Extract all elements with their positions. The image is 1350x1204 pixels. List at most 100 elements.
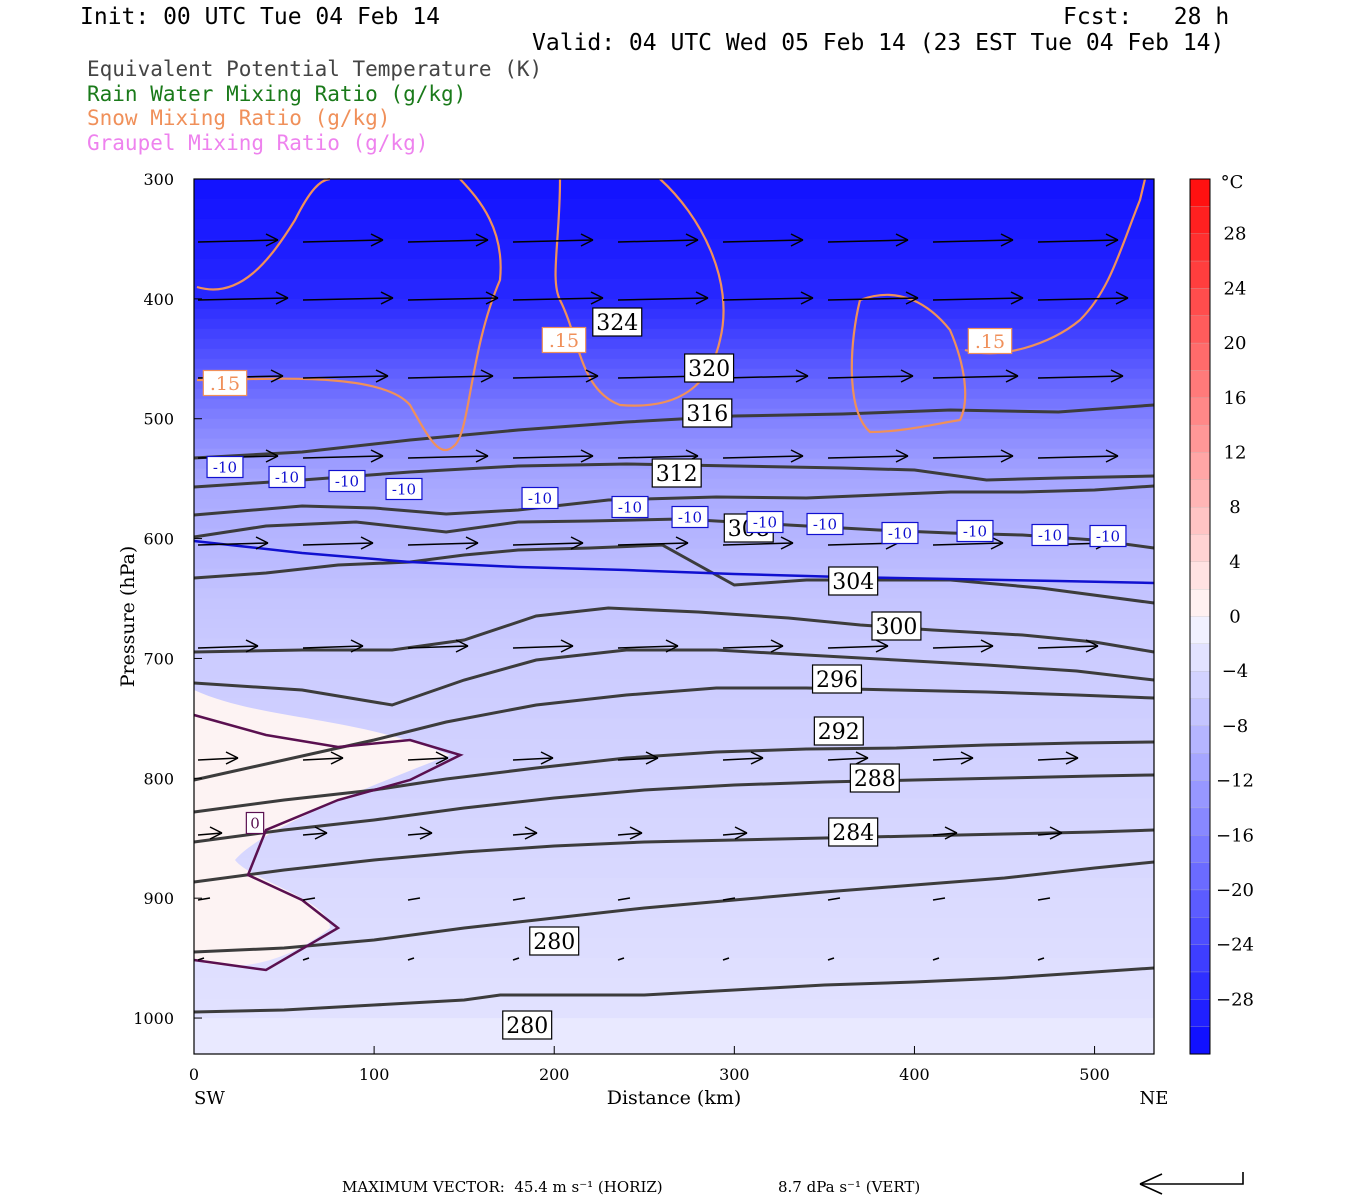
wind-vector-head <box>1085 639 1099 653</box>
wind-vector-shaft <box>512 239 594 243</box>
wind-vector-shaft <box>302 239 384 243</box>
wind-vector-shaft <box>617 455 699 459</box>
wind-vector <box>722 751 764 765</box>
wind-vector <box>722 897 736 901</box>
wind-vector-head <box>265 233 279 247</box>
x-tick-label: 300 <box>719 1065 750 1084</box>
shade-band <box>194 898 1154 919</box>
wind-vector-head <box>570 536 584 550</box>
colorbar-unit: °C <box>1221 172 1244 193</box>
wind-vector <box>512 639 574 653</box>
temp-label: -10 <box>275 468 299 486</box>
temp-label-box <box>1089 524 1127 548</box>
wind-vector-shaft <box>197 645 259 649</box>
wind-vector-head <box>475 449 489 463</box>
wind-vector-head <box>960 751 974 765</box>
shade-band <box>194 648 1154 660</box>
wind-vector <box>407 826 433 840</box>
wind-vector-shaft <box>407 542 479 546</box>
wind-vector-head <box>750 751 764 765</box>
wind-vector <box>512 826 538 840</box>
wind-vector-head <box>419 826 433 840</box>
colorbar-cell <box>1189 561 1211 590</box>
wind-vector <box>1037 639 1099 653</box>
shade-band <box>194 418 1154 430</box>
wind-vector <box>197 639 259 653</box>
wind-vector-shaft <box>932 375 1019 379</box>
shade-band <box>194 179 1154 200</box>
wind-vector-shaft <box>512 897 526 901</box>
wind-vector <box>197 826 223 840</box>
colorbar-cell <box>1189 862 1211 891</box>
snow-label: .15 <box>975 331 1005 353</box>
wind-vector <box>1037 751 1079 765</box>
wind-vector-head <box>485 291 499 305</box>
colorbar-tick-label: 20 <box>1224 333 1247 354</box>
snow-label-box <box>202 369 248 397</box>
colorbar-cell <box>1189 889 1211 918</box>
wind-vector-head <box>350 639 364 653</box>
wind-vector-head <box>270 369 284 383</box>
shade-band <box>194 678 1154 700</box>
wind-vector-head <box>255 536 269 550</box>
colorbar-cell <box>1189 370 1211 399</box>
wind-vector <box>932 639 994 653</box>
x-tick-label: 400 <box>899 1065 930 1084</box>
valid-time: Valid: 04 UTC Wed 05 Feb 14 (23 EST Tue … <box>532 30 1225 56</box>
shade-band <box>194 598 1154 610</box>
temp-label-box <box>268 465 306 489</box>
wind-vector-shaft <box>302 645 364 649</box>
wind-vector <box>722 536 794 550</box>
wind-vector-shaft <box>617 957 625 961</box>
wind-vector <box>1037 897 1051 901</box>
shade-band <box>194 358 1154 370</box>
wind-vector <box>407 639 469 653</box>
wind-vector-shaft <box>932 832 958 836</box>
plot-frame <box>193 178 1155 1055</box>
colorbar-cell <box>1189 178 1211 207</box>
wind-vector-shaft <box>827 375 914 379</box>
wind-vector-head <box>980 639 994 653</box>
wind-vector-head <box>435 751 449 765</box>
theta-e-label-box <box>529 926 580 956</box>
wind-vector <box>932 233 1014 247</box>
wind-vector-head <box>580 233 594 247</box>
wind-vector <box>617 897 631 901</box>
wind-vector-shaft <box>617 239 699 243</box>
wind-vector <box>617 233 699 247</box>
theta-e-contour <box>193 860 1155 954</box>
wind-vector-shaft <box>617 297 709 301</box>
theta-e-label: 284 <box>832 821 874 846</box>
wind-vector-shaft <box>302 957 310 961</box>
snow-label-box <box>967 327 1013 355</box>
legend-graupel: Graupel Mixing Ratio (g/kg) <box>87 131 429 155</box>
wind-vector-head <box>225 751 239 765</box>
wind-vector <box>302 897 316 901</box>
warm-region <box>194 690 450 966</box>
colorbar-cell <box>1189 944 1211 973</box>
colorbar-frame <box>1189 178 1211 1055</box>
shade-band <box>194 978 1154 999</box>
wind-vector-shaft <box>197 239 279 243</box>
x-axis-title: Distance (km) <box>607 1087 742 1109</box>
wind-vector-head <box>1105 449 1119 463</box>
colorbar-tick-label: −8 <box>1222 716 1249 737</box>
wind-vector-shaft <box>722 897 736 901</box>
shade-band <box>194 498 1154 510</box>
theta-e-label: 296 <box>816 668 858 693</box>
wind-vector <box>1037 449 1119 463</box>
wind-vector <box>827 449 909 463</box>
wind-vector <box>617 751 659 765</box>
wind-vector-shaft <box>827 297 919 301</box>
wind-vector-head <box>790 233 804 247</box>
wind-vector <box>302 639 364 653</box>
theta-e-label: 304 <box>832 570 874 595</box>
shade-band <box>194 428 1154 440</box>
wind-vector <box>617 291 709 305</box>
wind-vector-head <box>465 536 479 550</box>
shade-band <box>194 628 1154 640</box>
temp-label: -10 <box>335 472 359 490</box>
wind-vector <box>722 449 804 463</box>
colorbar-cell <box>1189 233 1211 262</box>
theta-e-label-box <box>811 664 863 694</box>
